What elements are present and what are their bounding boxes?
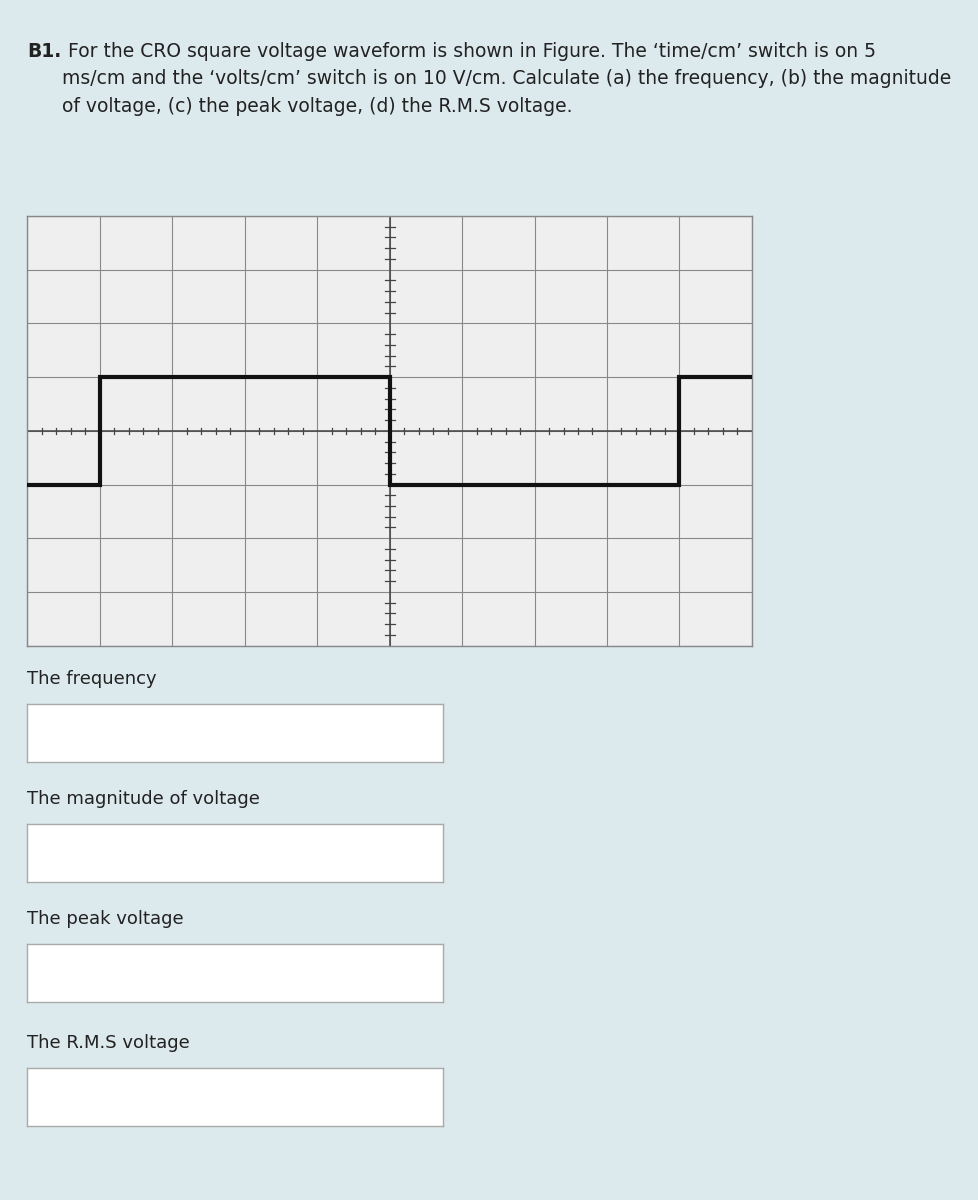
Text: The peak voltage: The peak voltage [27,910,184,929]
Text: B1.: B1. [27,42,62,61]
Text: The R.M.S voltage: The R.M.S voltage [27,1033,190,1051]
Text: The frequency: The frequency [27,670,156,689]
Text: For the CRO square voltage waveform is shown in Figure. The ‘time/cm’ switch is : For the CRO square voltage waveform is s… [62,42,950,115]
Text: The magnitude of voltage: The magnitude of voltage [27,790,260,809]
